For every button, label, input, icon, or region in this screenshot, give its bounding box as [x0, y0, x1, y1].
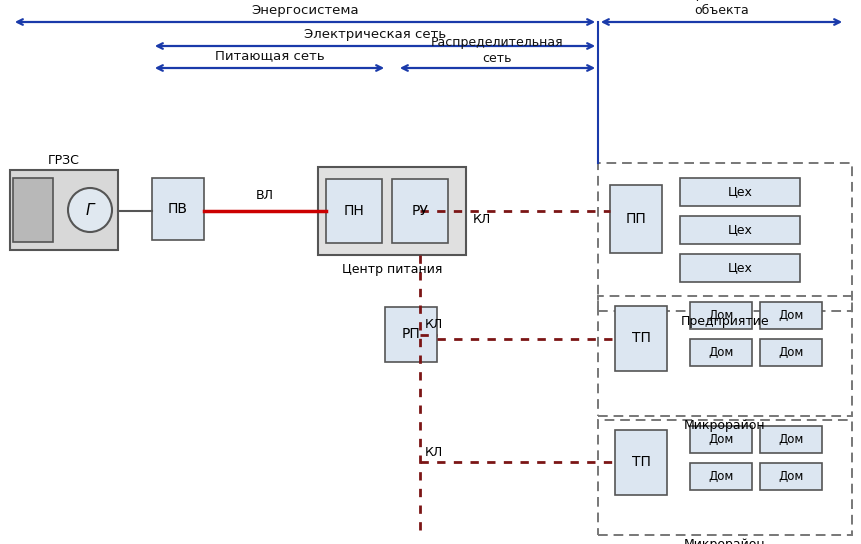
Text: ВЛ: ВЛ [256, 189, 274, 201]
Bar [759, 426, 821, 453]
Bar [13, 178, 53, 242]
Text: РУ: РУ [411, 204, 428, 218]
Bar [598, 296, 851, 416]
Text: ПВ: ПВ [168, 202, 188, 216]
Bar [392, 179, 448, 243]
Bar [385, 307, 437, 362]
Text: Цех: Цех [727, 224, 752, 237]
Text: Распределительная
сеть: Распределительная сеть [430, 35, 563, 65]
Text: ГРЗС: ГРЗС [48, 153, 80, 166]
Bar [152, 178, 204, 240]
Bar [689, 339, 751, 366]
Bar [679, 216, 799, 244]
Bar [610, 185, 661, 253]
Bar [689, 302, 751, 329]
Bar [318, 167, 466, 255]
Bar [679, 254, 799, 282]
Text: Дом: Дом [777, 433, 802, 446]
Bar [614, 306, 666, 371]
Text: Электрическая сеть: Электрическая сеть [304, 28, 445, 40]
Text: Предприятие: Предприятие [680, 314, 768, 327]
Text: КЛ: КЛ [424, 318, 443, 331]
Bar [759, 302, 821, 329]
Text: Микрорайон: Микрорайон [684, 539, 765, 544]
Text: ТП: ТП [631, 331, 650, 345]
Circle shape [68, 188, 112, 232]
Text: КЛ: КЛ [473, 213, 491, 226]
Bar [679, 178, 799, 206]
Bar [614, 430, 666, 495]
Bar [689, 426, 751, 453]
Bar [759, 339, 821, 366]
Text: Питающая сеть: Питающая сеть [214, 50, 324, 63]
Text: РП: РП [401, 327, 420, 342]
Bar [10, 170, 118, 250]
Text: Цех: Цех [727, 262, 752, 275]
Bar [598, 420, 851, 535]
Text: Дом: Дом [708, 309, 733, 322]
Text: Цех: Цех [727, 186, 752, 199]
Text: ПП: ПП [625, 212, 646, 226]
Text: Система
электроснабжения
объекта: Система электроснабжения объекта [657, 0, 784, 16]
Text: Центр питания: Центр питания [342, 263, 442, 275]
Text: Дом: Дом [708, 346, 733, 359]
Text: Дом: Дом [708, 470, 733, 483]
Text: Г: Г [85, 202, 94, 218]
Text: Микрорайон: Микрорайон [684, 419, 765, 432]
Text: Энергосистема: Энергосистема [251, 3, 358, 16]
Bar [759, 463, 821, 490]
Text: Дом: Дом [777, 346, 802, 359]
Text: Дом: Дом [708, 433, 733, 446]
Text: Дом: Дом [777, 309, 802, 322]
Bar [598, 163, 851, 311]
Text: ПН: ПН [344, 204, 364, 218]
Bar [689, 463, 751, 490]
Text: ТП: ТП [631, 455, 650, 469]
Bar [325, 179, 381, 243]
Text: КЛ: КЛ [424, 446, 443, 459]
Text: Дом: Дом [777, 470, 802, 483]
